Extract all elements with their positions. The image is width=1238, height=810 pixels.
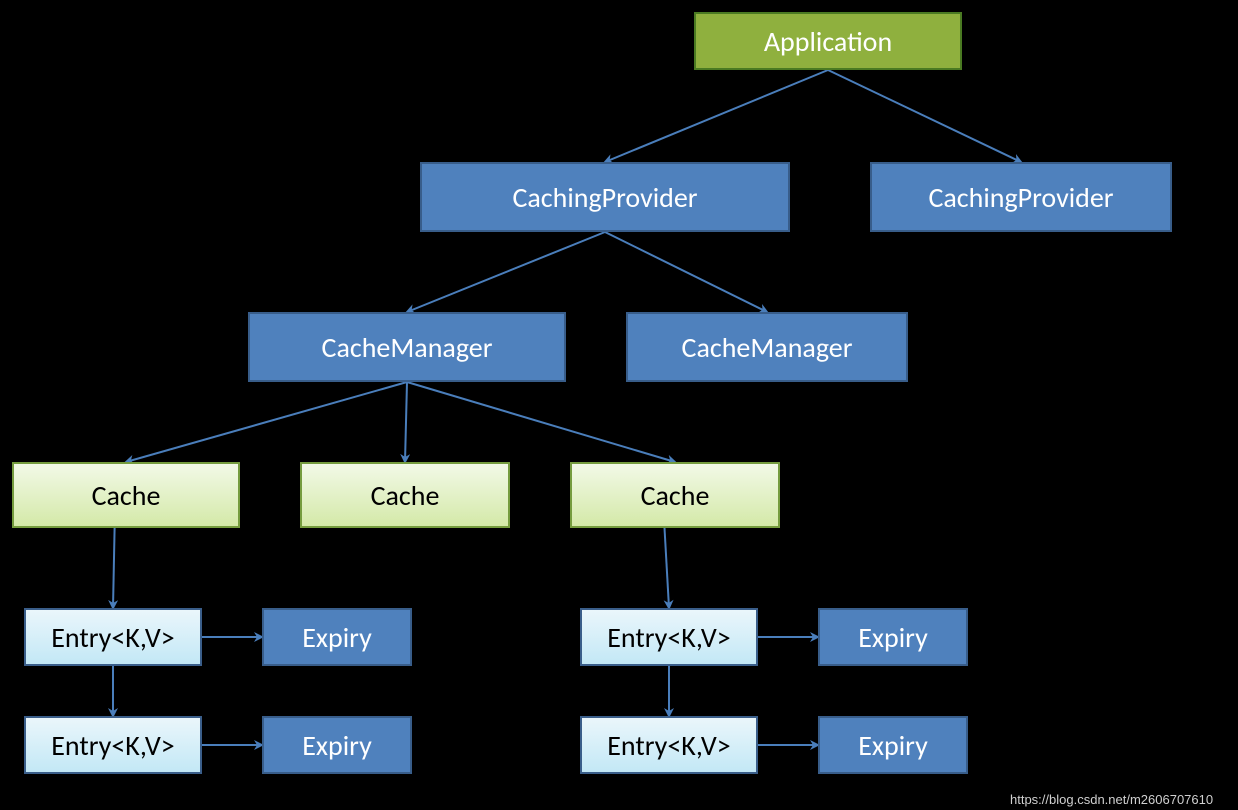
- node-expiry1b: Expiry: [262, 716, 412, 774]
- node-app: Application: [694, 12, 962, 70]
- node-label-prov1: CachingProvider: [512, 180, 697, 215]
- edge-mgr1-cache1: [126, 382, 407, 462]
- node-entry1a: Entry<K,V>: [24, 608, 202, 666]
- node-prov2: CachingProvider: [870, 162, 1172, 232]
- node-mgr1: CacheManager: [248, 312, 566, 382]
- node-mgr2: CacheManager: [626, 312, 908, 382]
- edge-mgr1-cache2: [405, 382, 407, 462]
- node-label-expiry3a: Expiry: [858, 620, 928, 655]
- node-expiry1a: Expiry: [262, 608, 412, 666]
- edges-layer: [0, 0, 1238, 810]
- node-label-expiry1b: Expiry: [302, 728, 372, 763]
- node-label-entry3b: Entry<K,V>: [607, 728, 730, 763]
- node-entry3b: Entry<K,V>: [580, 716, 758, 774]
- node-label-expiry1a: Expiry: [302, 620, 372, 655]
- edge-cache3-entry3a: [665, 528, 670, 608]
- node-cache2: Cache: [300, 462, 510, 528]
- node-label-cache1: Cache: [92, 478, 161, 513]
- node-entry1b: Entry<K,V>: [24, 716, 202, 774]
- node-label-entry1a: Entry<K,V>: [51, 620, 174, 655]
- node-prov1: CachingProvider: [420, 162, 790, 232]
- node-expiry3b: Expiry: [818, 716, 968, 774]
- node-cache3: Cache: [570, 462, 780, 528]
- node-label-entry3a: Entry<K,V>: [607, 620, 730, 655]
- node-label-entry1b: Entry<K,V>: [51, 728, 174, 763]
- node-label-app: Application: [764, 24, 892, 59]
- node-expiry3a: Expiry: [818, 608, 968, 666]
- node-label-expiry3b: Expiry: [858, 728, 928, 763]
- edge-prov1-mgr1: [407, 232, 605, 312]
- node-label-mgr2: CacheManager: [682, 330, 853, 365]
- node-label-cache2: Cache: [371, 478, 440, 513]
- node-label-mgr1: CacheManager: [322, 330, 493, 365]
- edge-app-prov2: [828, 70, 1021, 162]
- node-entry3a: Entry<K,V>: [580, 608, 758, 666]
- edge-app-prov1: [605, 70, 828, 162]
- node-label-prov2: CachingProvider: [928, 180, 1113, 215]
- edge-prov1-mgr2: [605, 232, 767, 312]
- node-cache1: Cache: [12, 462, 240, 528]
- edge-mgr1-cache3: [407, 382, 675, 462]
- node-label-cache3: Cache: [641, 478, 710, 513]
- edge-cache1-entry1a: [113, 528, 115, 608]
- watermark-text: https://blog.csdn.net/m2606707610: [1010, 792, 1213, 807]
